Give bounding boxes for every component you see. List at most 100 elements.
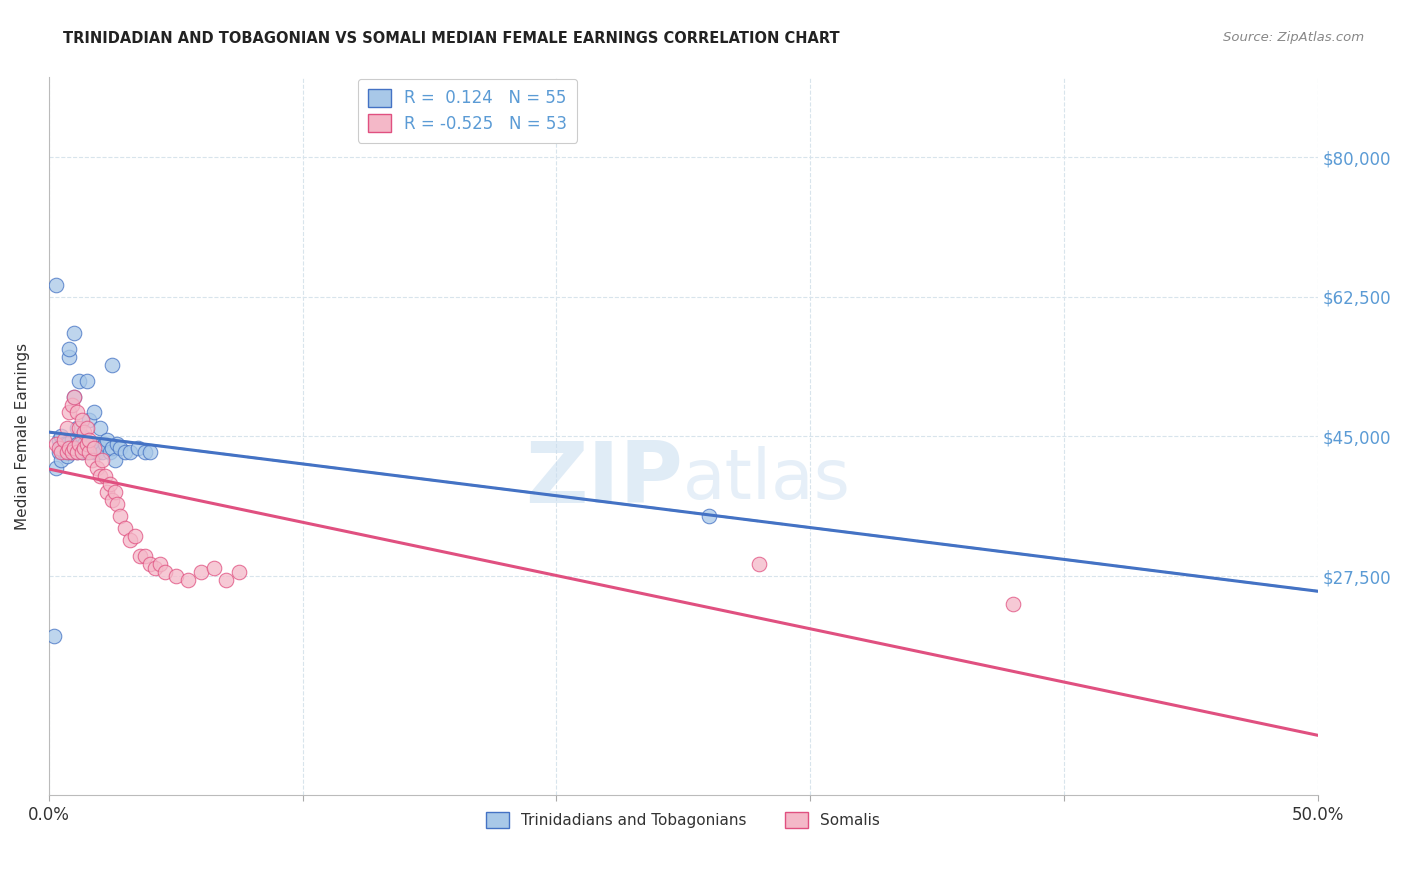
Point bbox=[63, 390, 86, 404]
Point bbox=[118, 445, 141, 459]
Point bbox=[76, 421, 98, 435]
Legend: Trinidadians and Tobagonians, Somalis: Trinidadians and Tobagonians, Somalis bbox=[479, 805, 886, 834]
Point bbox=[129, 549, 152, 563]
Point bbox=[108, 509, 131, 524]
Point bbox=[96, 485, 118, 500]
Point bbox=[58, 405, 80, 419]
Point bbox=[80, 437, 103, 451]
Point bbox=[67, 421, 90, 435]
Point bbox=[91, 453, 114, 467]
Point bbox=[42, 629, 65, 643]
Point bbox=[70, 445, 93, 459]
Point bbox=[73, 442, 96, 456]
Point bbox=[53, 434, 76, 448]
Point bbox=[76, 445, 98, 459]
Point bbox=[55, 445, 77, 459]
Point bbox=[66, 421, 89, 435]
Point bbox=[104, 453, 127, 467]
Point bbox=[58, 350, 80, 364]
Point bbox=[66, 405, 89, 419]
Point bbox=[66, 437, 89, 451]
Point bbox=[101, 358, 124, 372]
Point bbox=[177, 573, 200, 587]
Point bbox=[45, 277, 67, 292]
Point bbox=[63, 442, 86, 456]
Text: TRINIDADIAN AND TOBAGONIAN VS SOMALI MEDIAN FEMALE EARNINGS CORRELATION CHART: TRINIDADIAN AND TOBAGONIAN VS SOMALI MED… bbox=[63, 31, 839, 46]
Point bbox=[73, 437, 96, 451]
Point bbox=[67, 437, 90, 451]
Point bbox=[70, 429, 93, 443]
Point bbox=[1001, 597, 1024, 611]
Point bbox=[66, 445, 89, 459]
Point bbox=[48, 442, 70, 456]
Point bbox=[89, 421, 111, 435]
Point bbox=[67, 374, 90, 388]
Point bbox=[79, 442, 101, 456]
Point bbox=[101, 442, 124, 456]
Point bbox=[70, 413, 93, 427]
Point bbox=[55, 442, 77, 456]
Point bbox=[202, 561, 225, 575]
Point bbox=[66, 445, 89, 459]
Point bbox=[114, 445, 136, 459]
Point bbox=[76, 437, 98, 451]
Point bbox=[60, 445, 83, 459]
Point bbox=[58, 442, 80, 456]
Point bbox=[63, 326, 86, 340]
Text: atlas: atlas bbox=[683, 446, 851, 513]
Point bbox=[53, 445, 76, 459]
Point bbox=[93, 437, 115, 451]
Point bbox=[98, 445, 121, 459]
Point bbox=[96, 434, 118, 448]
Point bbox=[80, 453, 103, 467]
Point bbox=[51, 453, 73, 467]
Point bbox=[79, 445, 101, 459]
Point bbox=[86, 461, 108, 475]
Point bbox=[89, 442, 111, 456]
Point bbox=[60, 445, 83, 459]
Point bbox=[51, 442, 73, 456]
Point bbox=[91, 445, 114, 459]
Point bbox=[101, 493, 124, 508]
Point bbox=[63, 442, 86, 456]
Point bbox=[86, 445, 108, 459]
Point bbox=[114, 521, 136, 535]
Point bbox=[73, 425, 96, 440]
Point bbox=[139, 557, 162, 571]
Point bbox=[165, 569, 187, 583]
Point bbox=[228, 565, 250, 579]
Point bbox=[83, 442, 105, 456]
Text: Source: ZipAtlas.com: Source: ZipAtlas.com bbox=[1223, 31, 1364, 45]
Point bbox=[48, 434, 70, 448]
Y-axis label: Median Female Earnings: Median Female Earnings bbox=[15, 343, 30, 530]
Point bbox=[63, 390, 86, 404]
Point bbox=[70, 445, 93, 459]
Text: ZIP: ZIP bbox=[526, 438, 683, 521]
Point bbox=[51, 445, 73, 459]
Point bbox=[93, 469, 115, 483]
Point bbox=[155, 565, 177, 579]
Point bbox=[60, 397, 83, 411]
Point bbox=[139, 445, 162, 459]
Point bbox=[748, 557, 770, 571]
Point bbox=[58, 342, 80, 356]
Point bbox=[45, 461, 67, 475]
Point bbox=[124, 529, 146, 543]
Point bbox=[45, 437, 67, 451]
Point bbox=[48, 445, 70, 459]
Point bbox=[118, 533, 141, 548]
Point bbox=[79, 413, 101, 427]
Point bbox=[89, 469, 111, 483]
Point bbox=[134, 445, 156, 459]
Point bbox=[143, 561, 166, 575]
Point bbox=[55, 450, 77, 464]
Point bbox=[105, 437, 128, 451]
Point bbox=[190, 565, 212, 579]
Point bbox=[127, 442, 149, 456]
Point bbox=[105, 497, 128, 511]
Point bbox=[55, 437, 77, 451]
Point bbox=[51, 429, 73, 443]
Point bbox=[76, 374, 98, 388]
Point bbox=[697, 509, 720, 524]
Point bbox=[67, 442, 90, 456]
